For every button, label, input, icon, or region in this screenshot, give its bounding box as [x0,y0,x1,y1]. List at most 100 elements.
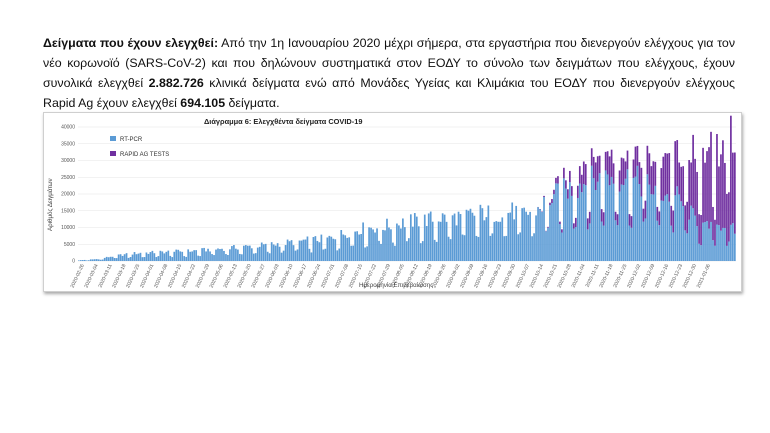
bar-pcr [539,209,541,261]
bar-pcr [225,254,227,261]
bar-pcr [394,245,396,261]
bar-pcr [143,257,146,261]
bar-pcr [376,228,378,261]
bar-rapid [638,162,641,185]
bar-pcr [624,178,627,261]
bar-pcr [167,250,170,261]
bar-rapid [596,156,599,182]
bar-pcr [716,224,718,261]
bar-pcr [163,253,166,261]
bar-rapid [684,205,686,231]
bar-pcr [382,229,384,261]
x-axis-label: Ημερομηνία Επιβεβαίωσης [359,282,433,289]
bar-pcr [185,256,188,261]
bar-pcr [241,254,243,261]
bar-pcr [187,249,190,261]
bar-rapid [592,156,595,179]
bar-pcr [515,205,518,261]
bar-pcr [461,234,464,261]
bar-rapid [614,211,617,221]
bar-pcr [700,245,702,261]
bar-pcr [127,257,130,261]
bar-pcr [409,214,412,261]
bar-pcr [207,248,209,261]
chart-figure: Διάγραμμα 6: Ελεγχθέντα δείγματα COVID-1… [43,112,742,292]
rapid-total: 694.105 [180,96,226,110]
bar-rapid [706,151,708,222]
bar-pcr [411,226,414,261]
bar-pcr [734,233,736,261]
bar-pcr [157,256,160,261]
bar-rapid [598,155,601,174]
bar-pcr [475,235,478,261]
bar-pcr [419,243,422,261]
bar-pcr [119,254,122,261]
bar-rapid [680,166,683,202]
bar-rapid [608,156,611,186]
bar-rapid [672,210,675,233]
bar-pcr [392,242,394,261]
bar-rapid [567,189,569,199]
bar-rapid [702,147,704,223]
bar-pcr [233,245,235,261]
y-tick-label: 35000 [61,141,75,147]
bar-pcr [590,165,593,261]
bar-pcr [730,224,732,261]
bar-pcr [342,234,345,261]
bar-pcr [537,207,539,261]
bar-pcr [407,238,410,261]
bar-rapid [698,214,700,244]
bar-pcr [439,221,442,261]
bar-rapid [668,153,671,202]
bar-pcr [203,247,205,261]
bar-pcr [576,197,579,261]
bar-rapid [590,148,593,166]
bar-pcr [555,183,557,261]
bar-pcr [83,259,86,261]
bar-pcr [227,254,229,261]
bar-rapid [636,145,639,166]
bar-rapid [634,146,637,177]
paragraph-heading: Δείγματα που έχουν ελεγχθεί: [43,36,219,50]
bar-pcr [457,211,460,261]
bar-rapid [543,195,545,197]
bar-pcr [413,213,416,261]
bar-rapid [734,152,736,234]
bar-rapid [654,161,657,186]
bar-pcr [483,220,486,261]
bar-rapid [586,218,589,230]
bar-pcr [686,233,688,261]
bar-rapid [648,153,651,185]
bar-pcr [270,242,273,261]
bar-pcr [680,201,683,261]
bar-rapid [602,212,605,226]
bar-pcr [463,235,466,261]
bar-pcr [618,191,621,261]
bar-pcr [298,240,301,261]
bar-rapid [650,166,653,195]
bar-pcr [338,248,341,261]
bar-rapid [730,115,732,225]
bar-pcr [684,230,686,261]
bar-pcr [513,219,516,261]
bar-pcr [610,176,613,261]
bar-pcr [264,243,267,261]
bar-pcr [517,234,520,261]
bar-pcr [708,228,710,261]
bar-rapid [600,209,603,222]
bar-pcr [171,257,174,261]
bar-pcr [728,241,730,261]
bar-pcr [312,237,315,261]
bar-pcr [151,250,154,261]
bar-pcr [638,184,641,261]
bar-pcr [286,239,289,261]
paragraph-text-1: Από την 1η Ιανουαρίου 2020 μέχρι σήμερα,… [43,36,736,90]
bar-pcr [388,227,390,261]
bar-pcr [551,203,553,261]
bar-rapid [571,186,573,196]
bar-pcr [306,236,309,261]
bar-pcr [386,218,388,261]
bar-pcr [616,225,619,261]
bar-pcr [87,260,90,261]
bar-rapid [658,211,661,226]
